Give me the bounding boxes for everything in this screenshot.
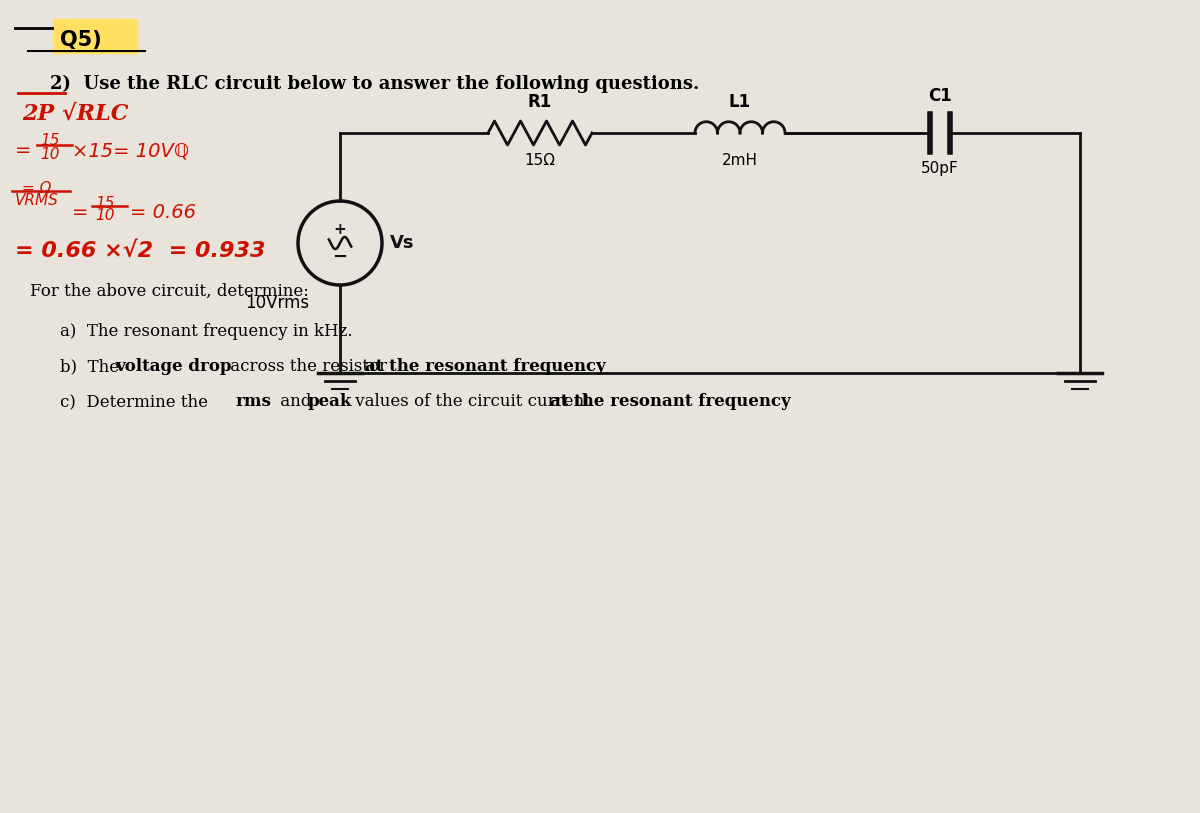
- Text: 10Vrms: 10Vrms: [245, 294, 310, 312]
- Text: b)  The: b) The: [60, 358, 125, 375]
- Text: 15: 15: [95, 196, 114, 211]
- Text: c)  Determine the: c) Determine the: [60, 393, 214, 410]
- Text: = Ω: = Ω: [22, 181, 52, 196]
- Text: L1: L1: [728, 93, 751, 111]
- Text: 15Ω: 15Ω: [524, 153, 556, 168]
- Text: voltage drop: voltage drop: [115, 358, 232, 375]
- Text: =: =: [72, 203, 89, 222]
- Text: and: and: [275, 393, 317, 410]
- Text: = 0.66: = 0.66: [130, 203, 196, 222]
- Text: C1: C1: [928, 87, 952, 105]
- Text: 50pF: 50pF: [922, 161, 959, 176]
- Text: =: =: [14, 141, 31, 160]
- Text: +: +: [334, 221, 347, 237]
- Text: R1: R1: [528, 93, 552, 111]
- Text: at the resonant frequency: at the resonant frequency: [365, 358, 606, 375]
- Text: across the resistor: across the resistor: [226, 358, 392, 375]
- Text: at the resonant frequency: at the resonant frequency: [550, 393, 791, 410]
- Text: For the above circuit, determine:: For the above circuit, determine:: [30, 283, 308, 300]
- Text: 2mH: 2mH: [722, 153, 758, 168]
- Text: = 0.66 ×√2  = 0.933: = 0.66 ×√2 = 0.933: [14, 241, 265, 261]
- Text: ×15= 10Vℚ: ×15= 10Vℚ: [72, 141, 190, 160]
- Text: .: .: [580, 358, 586, 375]
- Text: 10: 10: [40, 147, 60, 162]
- Text: 2Ρ √RLC: 2Ρ √RLC: [22, 103, 128, 125]
- Text: peak: peak: [308, 393, 353, 410]
- Text: VRMS: VRMS: [14, 193, 59, 208]
- Text: Vs: Vs: [390, 234, 414, 252]
- Text: Q5): Q5): [60, 30, 102, 50]
- Text: a)  The resonant frequency in kHz.: a) The resonant frequency in kHz.: [60, 323, 353, 340]
- Text: 10: 10: [95, 208, 114, 223]
- FancyBboxPatch shape: [53, 19, 137, 53]
- Text: rms: rms: [235, 393, 271, 410]
- Text: 2)  Use the RLC circuit below to answer the following questions.: 2) Use the RLC circuit below to answer t…: [50, 75, 700, 93]
- Text: −: −: [332, 248, 348, 266]
- Text: 15: 15: [40, 133, 60, 148]
- Text: values of the circuit current: values of the circuit current: [350, 393, 596, 410]
